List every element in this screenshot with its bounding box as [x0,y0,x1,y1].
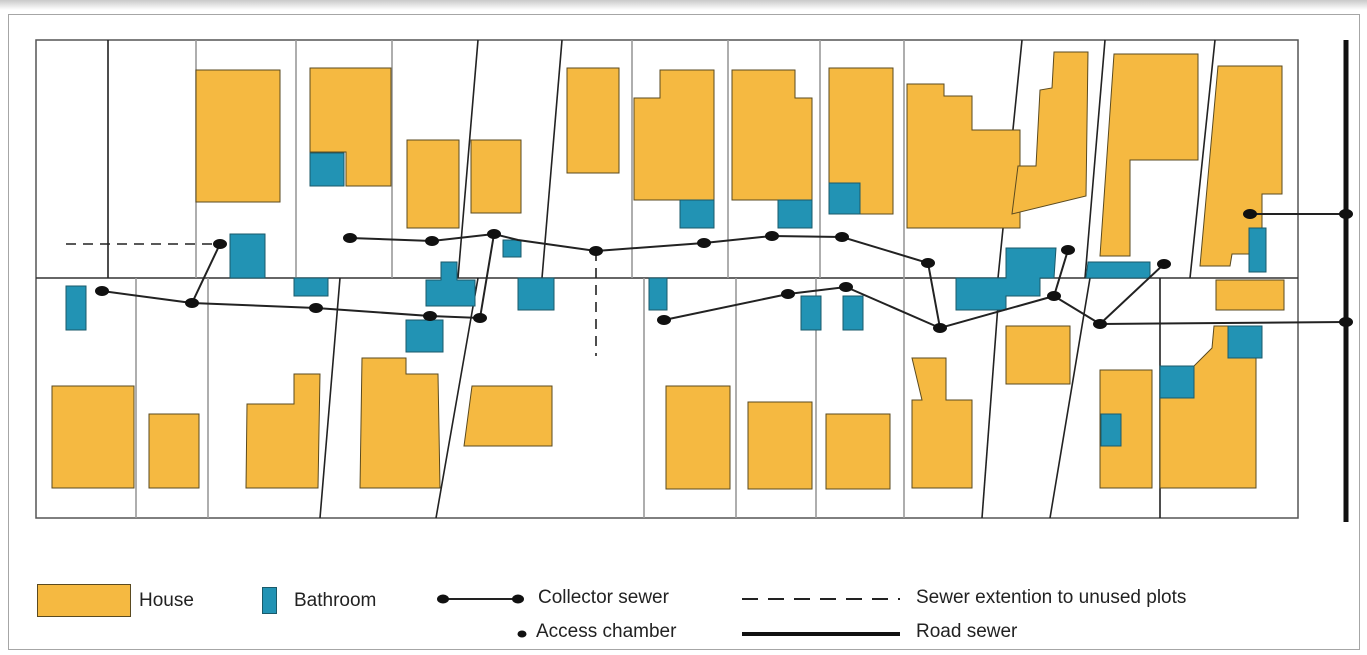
access-chamber [697,238,711,248]
road-sewer-symbol [742,632,900,636]
house [566,67,620,174]
access-chamber [1047,291,1061,301]
house [906,83,1021,229]
house [1099,53,1199,257]
legend-bathroom-label: Bathroom [294,589,377,611]
house [747,401,813,490]
houses [51,51,1285,490]
bathroom [679,199,715,229]
legend-sewer-extension: Sewer extention to unused plots [742,587,1186,609]
bathroom [955,247,1057,311]
house [463,385,553,447]
bathroom [229,233,266,279]
bathroom [777,199,813,229]
bathrooms [65,152,1267,447]
house-swatch [37,584,131,617]
house [665,385,731,490]
access-chamber [657,315,671,325]
legend-access-chamber: Access chamber [516,621,676,643]
access-chamber [781,289,795,299]
access-chamber [185,298,199,308]
sewer-layout-plan [35,39,1353,522]
access-chamber [309,303,323,313]
house [51,385,135,489]
access-chamber [95,286,109,296]
access-chamber [921,258,935,268]
house [825,413,891,490]
top-strip [0,0,1367,10]
house [1011,51,1089,215]
house [470,139,522,214]
house [1199,65,1283,267]
access-chamber [423,311,437,321]
block-outline [35,39,1299,519]
access-chamber [765,231,779,241]
access-chamber [1243,209,1257,219]
house [359,357,441,489]
access-chamber [473,313,487,323]
house [406,139,460,229]
bathroom [65,285,87,331]
house [911,357,973,489]
legend-collector-sewer-label: Collector sewer [538,587,669,608]
access-chamber [343,233,357,243]
bathroom [1248,227,1267,273]
bathroom [828,182,861,215]
house [309,67,392,187]
bathroom [1085,261,1151,279]
house [195,69,281,203]
collector-sewer-symbol [437,594,524,604]
house [633,69,715,201]
access-chamber [487,229,501,239]
legend-collector-sewer: Collector sewer [436,587,669,609]
sewer-extensions [66,243,597,356]
access-chamber [1157,259,1171,269]
legend-bathroom: Bathroom [262,587,376,614]
bathroom [425,261,476,307]
bathroom-swatch [262,587,277,614]
legend-road-sewer-label: Road sewer [916,621,1018,642]
access-chambers [95,209,1353,333]
access-chamber [1061,245,1075,255]
access-chamber [213,239,227,249]
house [1215,279,1285,311]
access-chamber [425,236,439,246]
bathroom [842,295,864,331]
legend-house-label: House [139,589,194,611]
legend-road-sewer: Road sewer [742,621,1017,643]
legend-house: House [37,584,194,617]
bathroom [293,277,329,297]
access-chamber-symbol [517,630,527,638]
bathroom [1227,325,1263,359]
access-chamber [933,323,947,333]
access-chamber [589,246,603,256]
legend-access-chamber-label: Access chamber [536,621,677,642]
bathroom [1100,413,1122,447]
bathroom [309,152,345,187]
access-chamber [835,232,849,242]
sewer-extension-symbol [742,598,900,600]
legend-sewer-extension-label: Sewer extention to unused plots [916,587,1187,608]
bathroom [517,277,555,311]
bathroom [648,277,668,311]
house [245,373,321,489]
bathroom [405,319,444,353]
bathroom [800,295,822,331]
house [148,413,200,489]
house [1005,325,1071,385]
bathroom [1159,365,1195,399]
bathroom [502,239,522,258]
house [731,69,813,201]
access-chamber [839,282,853,292]
access-chamber [1093,319,1107,329]
